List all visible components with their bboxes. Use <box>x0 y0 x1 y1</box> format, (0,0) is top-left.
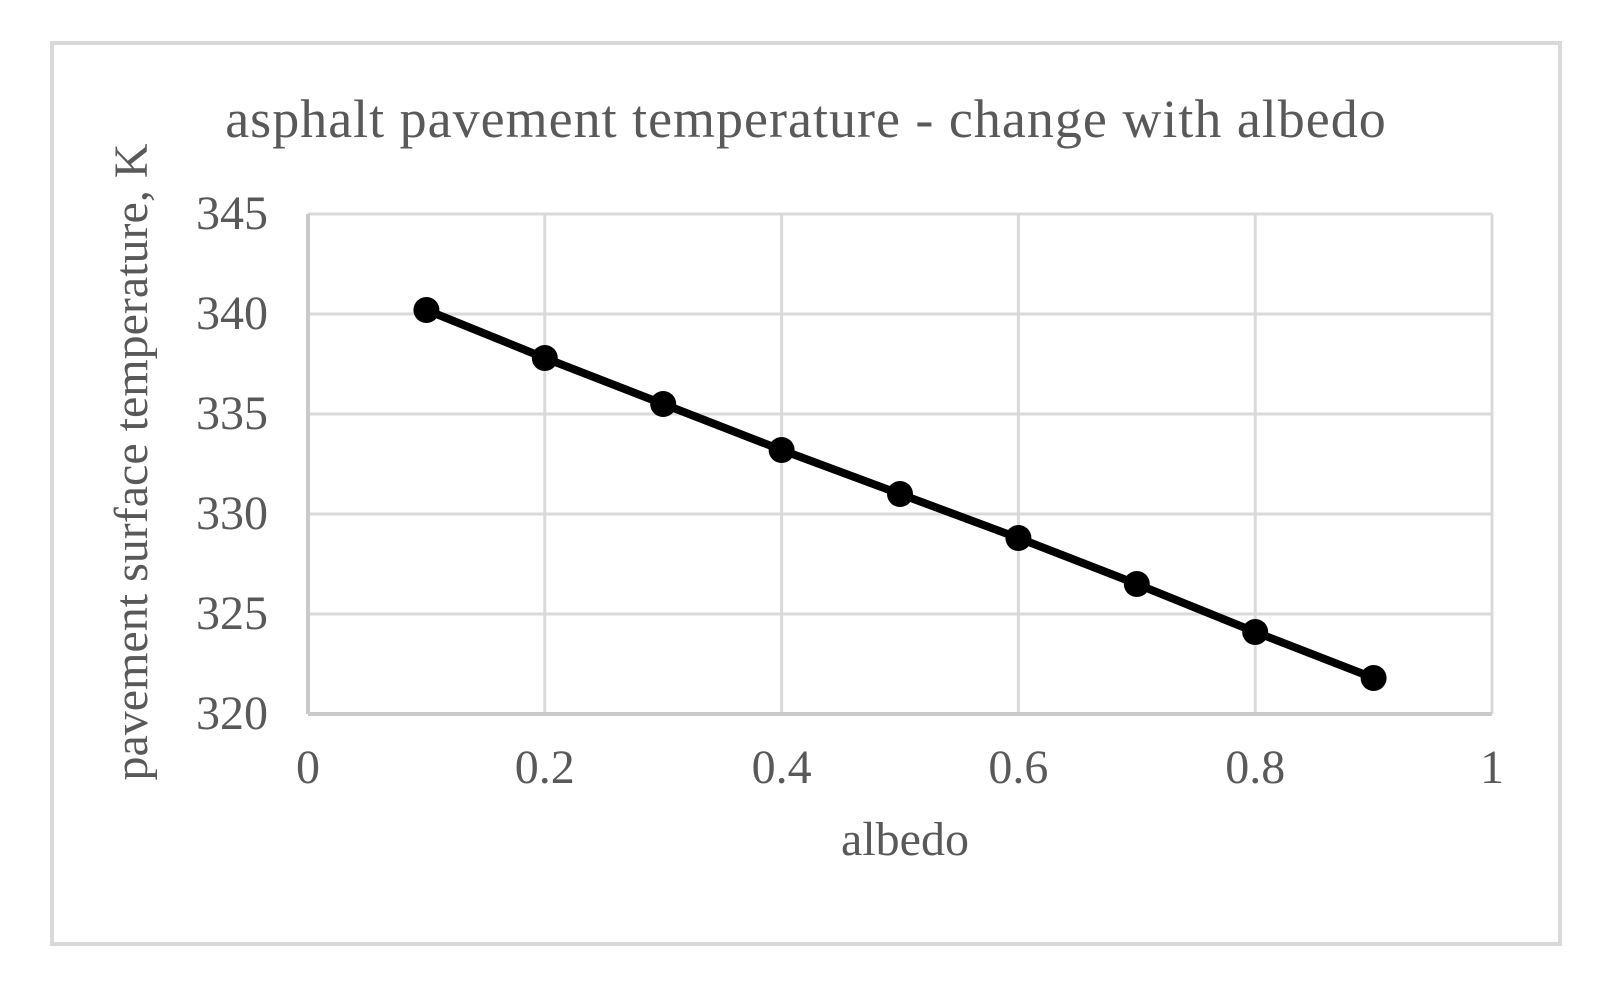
data-point <box>1242 619 1269 645</box>
y-tick-label: 325 <box>196 587 268 640</box>
y-tick-label: 340 <box>196 287 268 340</box>
y-tick-label: 330 <box>196 487 268 540</box>
y-tick-label: 335 <box>196 387 268 440</box>
data-point <box>413 297 440 323</box>
x-tick-label: 0.2 <box>514 741 575 794</box>
y-tick-label: 320 <box>196 687 268 740</box>
data-point <box>887 481 913 507</box>
x-tick-label: 0 <box>296 741 320 794</box>
y-tick-label: 345 <box>196 187 268 240</box>
data-point <box>768 437 795 463</box>
data-point <box>1005 525 1032 551</box>
x-tick-label: 0.8 <box>1225 741 1286 794</box>
x-axis-label: albedo <box>841 813 969 866</box>
data-point <box>650 391 677 417</box>
plot-area <box>306 212 1494 716</box>
x-tick-label: 0.6 <box>988 741 1049 794</box>
x-tick-label: 1 <box>1480 741 1504 794</box>
x-tick-label: 0.4 <box>751 741 812 794</box>
data-point <box>1123 571 1150 597</box>
chart-frame <box>50 41 1562 946</box>
data-point <box>531 345 558 371</box>
chart-title: asphalt pavement temperature - change wi… <box>225 89 1387 149</box>
data-point <box>1360 665 1387 691</box>
